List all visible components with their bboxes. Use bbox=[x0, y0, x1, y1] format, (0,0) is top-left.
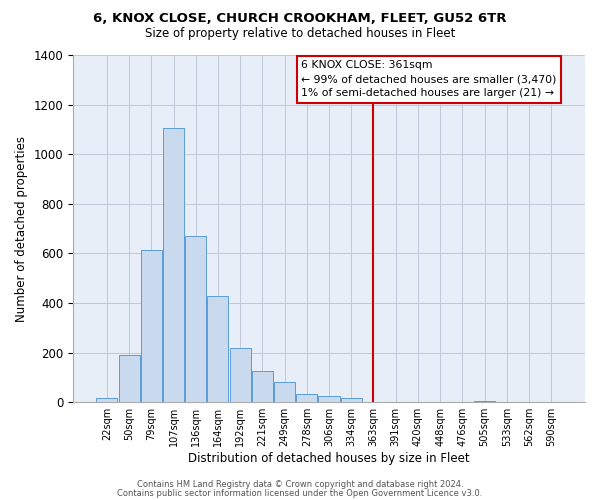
Bar bbox=[274, 382, 295, 402]
Text: Contains HM Land Registry data © Crown copyright and database right 2024.: Contains HM Land Registry data © Crown c… bbox=[137, 480, 463, 489]
Bar bbox=[230, 348, 251, 402]
Bar bbox=[208, 296, 229, 402]
Bar bbox=[96, 398, 118, 402]
Bar bbox=[252, 371, 273, 402]
Bar bbox=[119, 355, 140, 402]
Bar bbox=[163, 128, 184, 402]
Bar bbox=[141, 250, 162, 402]
Bar bbox=[319, 396, 340, 402]
Y-axis label: Number of detached properties: Number of detached properties bbox=[15, 136, 28, 322]
X-axis label: Distribution of detached houses by size in Fleet: Distribution of detached houses by size … bbox=[188, 452, 470, 465]
Bar bbox=[474, 401, 495, 402]
Text: Size of property relative to detached houses in Fleet: Size of property relative to detached ho… bbox=[145, 28, 455, 40]
Bar bbox=[185, 236, 206, 402]
Bar bbox=[341, 398, 362, 402]
Text: 6 KNOX CLOSE: 361sqm
← 99% of detached houses are smaller (3,470)
1% of semi-det: 6 KNOX CLOSE: 361sqm ← 99% of detached h… bbox=[301, 60, 556, 98]
Text: 6, KNOX CLOSE, CHURCH CROOKHAM, FLEET, GU52 6TR: 6, KNOX CLOSE, CHURCH CROOKHAM, FLEET, G… bbox=[93, 12, 507, 26]
Bar bbox=[296, 394, 317, 402]
Text: Contains public sector information licensed under the Open Government Licence v3: Contains public sector information licen… bbox=[118, 489, 482, 498]
